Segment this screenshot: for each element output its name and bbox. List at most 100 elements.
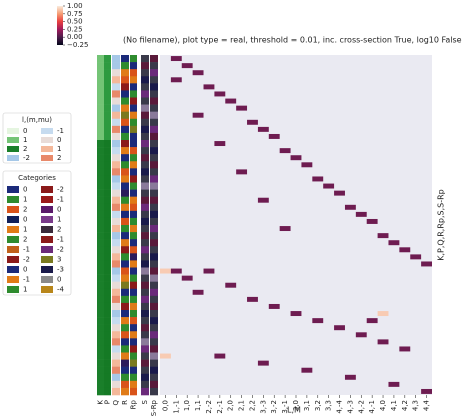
annotation-cell	[130, 217, 137, 226]
legend-title: l,(m,mu)	[22, 116, 52, 124]
annotation-cell	[150, 196, 158, 205]
annotation-cell	[150, 225, 158, 233]
annotation-cell	[130, 111, 137, 120]
heatmap-cell	[214, 91, 226, 97]
colorbar-tick-label: 0.75	[67, 10, 83, 18]
heatmap-cell	[290, 155, 302, 161]
annotation-cell	[141, 76, 149, 84]
annotation-cell	[112, 83, 120, 91]
annotation-cell	[97, 104, 104, 112]
annotation-cell	[97, 345, 104, 353]
heatmap-cell	[181, 63, 193, 69]
annotation-cell	[130, 345, 137, 353]
annotation-cell	[121, 338, 129, 346]
annotation-cell	[112, 232, 120, 240]
strip-label: K	[97, 400, 105, 405]
annotation-cell	[150, 345, 158, 353]
annotation-cell	[130, 90, 137, 98]
legend-label: 2	[23, 206, 27, 214]
x-tick-label: 4,0	[379, 400, 387, 411]
legend-label: 0	[57, 206, 61, 214]
annotation-cell	[141, 338, 149, 346]
annotation-cell	[141, 55, 149, 63]
annotation-cell	[97, 210, 104, 219]
heatmap-cell	[377, 339, 389, 345]
annotation-cell	[121, 331, 129, 339]
annotation-cell	[104, 239, 111, 247]
annotation-cell	[112, 168, 120, 176]
heatmap-cell	[170, 56, 182, 62]
annotation-cell	[150, 55, 158, 63]
annotation-cell	[150, 62, 158, 70]
annotation-cell	[121, 239, 129, 247]
annotation-cell	[97, 324, 104, 332]
annotation-cell	[141, 352, 149, 360]
annotation-cell	[97, 274, 104, 282]
annotation-cell	[112, 125, 120, 134]
annotation-cell	[130, 366, 137, 375]
annotation-cell	[112, 387, 120, 396]
heatmap-cell	[421, 261, 432, 267]
colorbar-tick-label: 0.25	[67, 25, 83, 33]
legend-label: -2	[23, 256, 30, 264]
legend-swatch	[7, 266, 19, 273]
annotation-cell	[121, 132, 129, 141]
annotation-cell	[104, 111, 111, 120]
annotation-cell	[141, 62, 149, 70]
x-tick-label: 4,3	[412, 400, 420, 411]
legend-label: 2	[57, 154, 61, 162]
annotation-cell	[150, 338, 158, 346]
annotation-cell	[112, 55, 120, 63]
annotation-cell	[112, 210, 120, 219]
annotation-cell	[150, 97, 158, 105]
annotation-cell	[150, 154, 158, 162]
annotation-cell	[150, 140, 158, 148]
legend-label: 0	[23, 266, 27, 274]
annotation-cell	[150, 288, 158, 297]
legend-label: -1	[23, 246, 30, 254]
strip-label: Rp	[130, 399, 138, 409]
annotation-cell	[130, 83, 137, 91]
annotation-cell	[121, 140, 129, 148]
annotation-cell	[104, 118, 111, 127]
annotation-cell	[121, 225, 129, 233]
heatmap-cell	[410, 254, 422, 260]
annotation-cell	[112, 196, 120, 205]
heatmap-cell	[225, 282, 237, 288]
x-tick-label: 1,-1	[172, 400, 180, 414]
annotation-cell	[104, 55, 111, 63]
x-tick-label: 4,-2	[357, 400, 365, 414]
annotation-cell	[150, 359, 158, 367]
annotation-cell	[104, 125, 111, 134]
heatmap-cell	[279, 148, 291, 154]
heatmap-cell	[214, 141, 226, 147]
annotation-cell	[104, 182, 111, 190]
annotation-cell	[97, 182, 104, 190]
heatmap-cell	[344, 374, 356, 380]
annotation-cell	[130, 182, 137, 190]
annotation-cell	[97, 76, 104, 84]
annotation-cell	[97, 168, 104, 176]
legend-label: 0	[23, 127, 27, 135]
annotation-cell	[141, 175, 149, 183]
annotation-cell	[141, 217, 149, 226]
annotation-cell	[121, 295, 129, 304]
annotation-cell	[104, 168, 111, 176]
heatmap-cell	[290, 311, 302, 317]
annotation-cell	[150, 210, 158, 219]
annotation-cell	[141, 260, 149, 268]
legend-label: 2	[23, 145, 27, 153]
annotation-cell	[150, 217, 158, 226]
annotation-cell	[104, 310, 111, 318]
annotation-cell	[121, 55, 129, 63]
annotation-cell	[104, 260, 111, 268]
legend-swatch	[41, 236, 53, 243]
annotation-cell	[104, 267, 111, 275]
annotation-cell	[121, 267, 129, 275]
annotation-cell	[121, 196, 129, 205]
colorbar-tick-label: −0.25	[67, 41, 88, 49]
heatmap-cell	[377, 311, 389, 317]
legend-label: 0	[23, 186, 27, 194]
heatmap-cell	[355, 332, 367, 338]
annotation-cell	[112, 310, 120, 318]
